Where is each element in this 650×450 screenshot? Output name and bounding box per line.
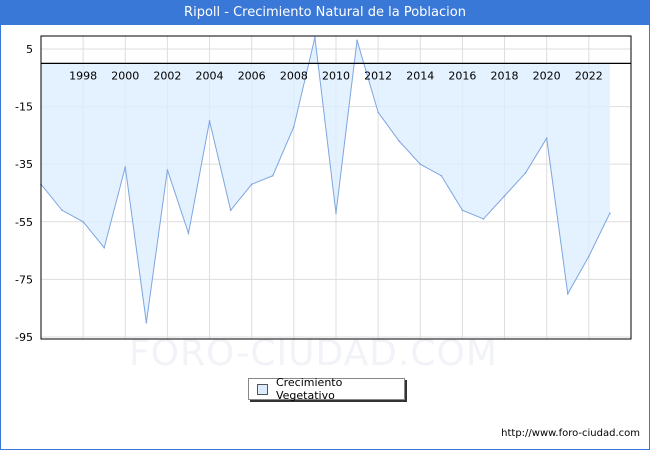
x-tick-label: 2020 [533, 69, 561, 82]
data-point [503, 195, 506, 197]
data-point [229, 209, 232, 212]
data-point [588, 255, 590, 258]
data-point [187, 232, 190, 235]
legend: Crecimiento Vegetativo [248, 376, 405, 402]
data-point [208, 120, 211, 122]
data-point [440, 174, 443, 177]
y-tick-label: -95 [15, 331, 33, 344]
y-tick-label: -15 [15, 101, 33, 114]
data-point [61, 209, 63, 212]
legend-swatch [257, 383, 268, 395]
data-point [398, 140, 400, 142]
series-area [41, 37, 610, 323]
y-tick-label: 5 [26, 43, 33, 56]
data-point [82, 220, 84, 223]
x-tick-label: 2016 [448, 69, 476, 82]
data-point [461, 209, 464, 212]
chart-title: Ripoll - Crecimiento Natural de la Pobla… [1, 1, 649, 25]
data-point [377, 111, 379, 114]
data-point [145, 321, 148, 324]
data-point [609, 212, 611, 214]
data-point [314, 36, 316, 39]
y-tick-label: -75 [15, 273, 33, 286]
data-point [356, 39, 358, 42]
x-tick-label: 2002 [153, 69, 181, 82]
plot-border [40, 35, 632, 340]
x-tick-label: 2012 [364, 69, 392, 82]
data-point [335, 212, 337, 214]
series-line [40, 37, 611, 323]
x-tick-label: 2006 [238, 69, 266, 82]
x-tick-label: 2014 [406, 69, 434, 82]
data-point [124, 166, 127, 168]
x-tick-label: 2018 [491, 69, 519, 82]
y-tick-label: -35 [15, 158, 33, 171]
data-point [166, 169, 169, 171]
source-url[interactable]: http://www.foro-ciudad.com [501, 428, 640, 439]
data-point [250, 183, 253, 186]
x-tick-label: 1998 [69, 69, 97, 82]
y-tick-label: -55 [15, 216, 33, 229]
legend-label: Crecimiento Vegetativo [275, 376, 343, 402]
x-tick-label: 2000 [111, 69, 139, 82]
watermark: FORO-CIUDAD.COM [129, 333, 498, 374]
data-point [103, 246, 106, 249]
data-point [293, 125, 295, 128]
data-point [566, 292, 569, 295]
x-tick-label: 2022 [575, 69, 603, 82]
x-tick-label: 2008 [280, 69, 308, 82]
data-point [545, 137, 548, 140]
x-tick-label: 2004 [196, 69, 224, 82]
data-point [419, 163, 422, 165]
data-point [482, 218, 485, 220]
x-tick-label: 2010 [322, 69, 350, 82]
data-point [271, 174, 274, 177]
data-point [524, 172, 527, 174]
